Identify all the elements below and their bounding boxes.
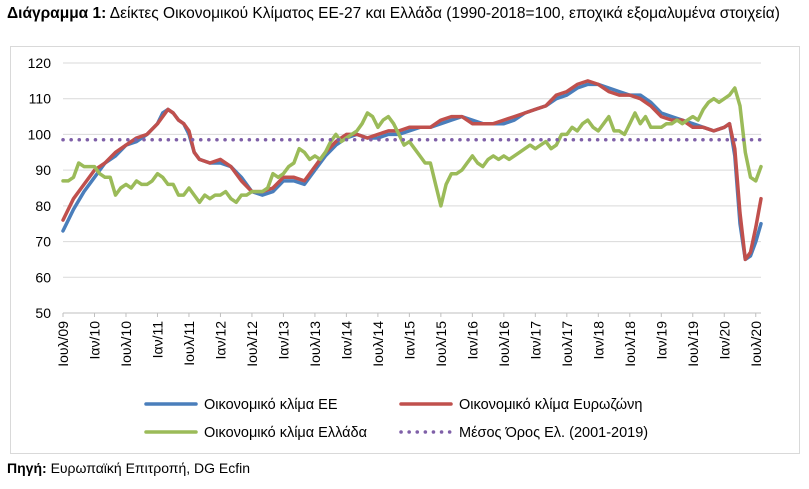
source-note: Πηγή: Ευρωπαϊκή Επιτροπή, DG Ecfin	[7, 460, 250, 476]
y-tick-label: 70	[35, 234, 51, 250]
line-chart: 50 60 70 80 90 100 110 120 Ιουλ/09 Ιαν/10 Ιουλ/10 Ι…	[28, 55, 764, 441]
x-tick-label: Ιαν/13	[275, 321, 291, 360]
legend-label: Οικονομικό κλίμα Ευρωζώνη	[459, 397, 642, 413]
source-text: Ευρωπαϊκή Επιτροπή, DG Ecfin	[50, 460, 251, 476]
x-tick-label: Ιαν/12	[212, 321, 228, 360]
legend-label: Οικονομικό κλίμα ΕΕ	[204, 397, 338, 413]
x-tick-label: Ιουλ/17	[559, 321, 575, 367]
y-tick-label: 110	[29, 91, 52, 107]
chart-title: Διάγραμμα 1: Δείκτες Οικονομικού Κλίματο…	[7, 4, 803, 23]
title-lead: Διάγραμμα 1:	[7, 5, 107, 22]
x-tick-label: Ιουλ/14	[370, 321, 386, 367]
x-tick-label: Ιουλ/18	[622, 321, 638, 367]
x-tick-label: Ιαν/18	[590, 321, 606, 360]
y-tick-label: 120	[28, 55, 52, 71]
legend-label: Μέσος Όρος Ελ. (2001-2019)	[459, 425, 648, 441]
x-tick-label: Ιουλ/09	[55, 321, 71, 367]
legend-label: Οικονομικό κλίμα Ελλάδα	[204, 425, 367, 441]
x-tick-label: Ιαν/15	[401, 321, 417, 360]
x-tick-label: Ιαν/10	[86, 321, 102, 360]
x-tick-label: Ιαν/16	[464, 321, 480, 360]
y-tick-label: 80	[35, 198, 51, 214]
x-tick-label: Ιουλ/12	[244, 321, 260, 367]
y-tick-label: 90	[35, 162, 51, 178]
x-tick-label: Ιουλ/11	[181, 321, 197, 366]
chart-area: 50 60 70 80 90 100 110 120 Ιουλ/09 Ιαν/10 Ιουλ/10 Ι…	[10, 46, 800, 454]
y-tick-label: 60	[35, 269, 51, 285]
x-tick-label: Ιουλ/19	[685, 321, 701, 367]
x-tick-label: Ιαν/19	[653, 321, 669, 360]
y-tick-label: 100	[28, 126, 52, 142]
series-line-3	[61, 86, 763, 208]
source-lead: Πηγή:	[7, 460, 47, 476]
x-tick-label: Ιουλ/15	[433, 321, 449, 367]
x-tick-label: Ιουλ/10	[118, 321, 134, 367]
x-tick-label: Ιουλ/16	[496, 321, 512, 367]
x-tick-label: Ιαν/17	[527, 321, 543, 360]
x-tick-label: Ιαν/14	[338, 321, 354, 360]
x-tick-label: Ιουλ/13	[307, 321, 323, 367]
series-line-2	[61, 79, 763, 262]
x-tick-label: Ιουλ/20	[748, 321, 764, 367]
x-tick-label: Ιαν/11	[149, 321, 165, 359]
title-text: Δείκτες Οικονομικού Κλίματος ΕΕ-27 και Ε…	[109, 5, 780, 22]
x-tick-label: Ιαν/20	[716, 321, 732, 360]
y-tick-label: 50	[35, 305, 51, 321]
